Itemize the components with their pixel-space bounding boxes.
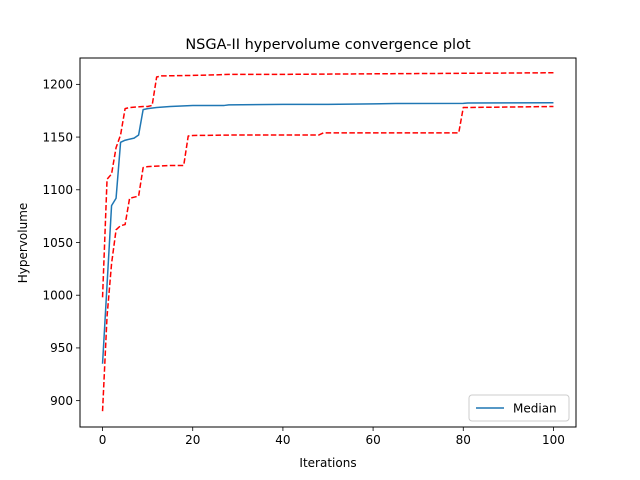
x-tick-label: 100 xyxy=(542,433,565,447)
y-tick-label: 1000 xyxy=(42,289,73,303)
y-tick-label: 1150 xyxy=(42,130,73,144)
series-line-upper-bound xyxy=(101,72,554,298)
y-tick-label: 1200 xyxy=(42,78,73,92)
x-tick-label: 0 xyxy=(99,433,107,447)
legend-median-label: Median xyxy=(513,402,557,416)
x-tick-label: 80 xyxy=(456,433,471,447)
y-tick-label: 1050 xyxy=(42,236,73,250)
x-axis-label: Iterations xyxy=(299,456,356,470)
x-tick-label: 60 xyxy=(365,433,380,447)
series-line-median xyxy=(101,102,554,364)
legend: Median xyxy=(468,394,570,422)
series-layer xyxy=(101,72,554,412)
chart-title: NSGA-II hypervolume convergence plot xyxy=(185,37,471,53)
x-tick-label: 40 xyxy=(275,433,290,447)
y-tick-label: 900 xyxy=(50,394,73,408)
y-axis-label: Hypervolume xyxy=(16,203,30,284)
plot-area xyxy=(79,57,577,428)
y-tick-label: 950 xyxy=(50,341,73,355)
y-tick-label: 1100 xyxy=(42,183,73,197)
y-axis: 900 950 1000 1050 1100 1150 1200 xyxy=(42,78,80,408)
series-line-lower-bound xyxy=(101,105,554,412)
x-tick-label: 20 xyxy=(185,433,200,447)
legend-box xyxy=(468,394,570,422)
x-axis: 0 20 40 60 80 100 xyxy=(99,427,565,447)
